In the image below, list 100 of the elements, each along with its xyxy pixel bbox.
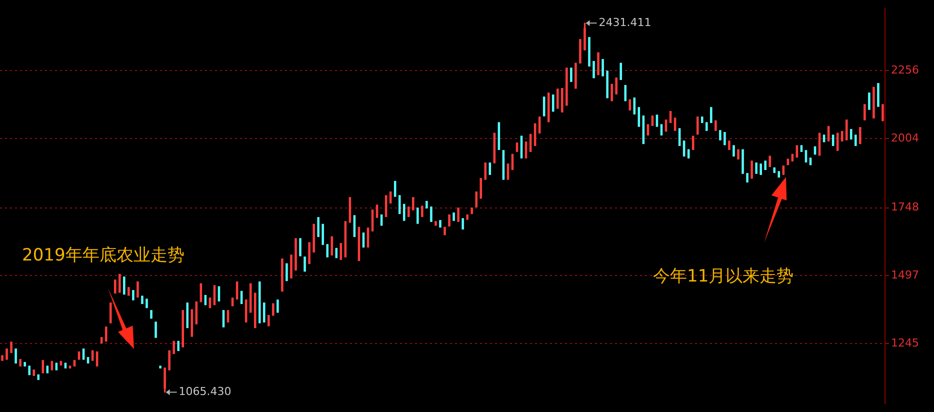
candlestick [597,52,600,76]
candlestick [444,226,446,236]
candlestick [236,281,238,300]
candlestick [872,86,875,118]
candlestick [154,322,157,338]
candlestick [136,281,139,298]
candlestick [804,150,808,162]
candlestick [42,360,44,374]
candlestick [60,360,62,366]
candlestick [32,370,35,376]
candlestick [809,158,812,166]
candlestick [822,134,826,142]
candlestick [376,204,378,218]
candlestick [520,136,523,158]
candlestick [104,326,108,342]
candlestick [73,360,76,366]
candlestick [737,149,740,160]
candlestick [96,351,98,366]
candlestick [579,39,582,64]
candlestick [348,197,352,223]
candlestick [439,220,442,228]
candlestick [430,206,432,222]
candlestick [146,298,148,308]
candlestick [290,254,292,278]
candlestick [86,357,90,364]
annotation: 1065.430 [178,385,232,398]
candlestick [19,359,22,366]
candlestick [493,132,496,164]
y-tick-label: 1245 [891,336,919,350]
candlestick [800,145,803,152]
candlestick [226,310,230,322]
candlestick [674,118,676,131]
candlestick [128,287,130,296]
candlestick [304,256,306,272]
candlestick [778,171,780,178]
candlestick [592,60,595,78]
candlestick [222,310,225,328]
candlestick [231,298,234,306]
candlestick [299,238,302,256]
candlestick [602,59,604,76]
candlestick [244,300,248,322]
candlestick [448,214,450,226]
candlestick [100,337,103,344]
candlestick [529,134,532,152]
candlestick [208,298,212,308]
candlestick [6,348,8,360]
candlestick [742,149,744,174]
y-tick-label: 1497 [891,268,919,282]
candlestick [506,164,510,180]
candlestick [782,166,785,175]
candlestick [706,122,708,131]
candlestick [502,150,505,180]
candlestick [832,134,834,146]
candlestick [286,263,288,282]
candlestick [294,238,297,271]
candlestick [335,248,338,258]
candlestick [660,124,663,136]
candlestick [380,214,383,226]
candlestick [678,128,681,146]
annotation: 2019年年底农业走势 [22,245,184,266]
candlestick [50,360,54,370]
candlestick [366,228,370,248]
candlestick [452,212,455,221]
candlestick [827,126,830,142]
candlestick [547,92,550,122]
candlestick [150,310,152,319]
annotation: 今年11月以来走势 [653,266,794,286]
candlestick [877,83,880,107]
candlestick [814,146,816,155]
candlestick [1,355,4,361]
candlestick [882,104,884,122]
candlestick [218,286,220,302]
candlestick [141,296,144,304]
candlestick [840,130,844,142]
candlestick [786,158,790,166]
candlestick [836,132,839,151]
candlestick [696,116,699,135]
y-tick-label: 1748 [891,200,919,214]
candlestick [818,132,821,156]
candlestick [516,142,518,152]
candlestick [638,107,640,127]
candlestick [64,362,67,368]
candlestick [358,226,360,262]
candlestick [796,145,798,158]
candlestick [682,140,686,156]
candlestick [340,243,342,260]
candlestick [68,366,72,368]
candlestick [434,221,437,226]
candlestick [791,154,794,162]
candlestick [371,210,374,232]
candlestick [91,350,94,361]
candlestick [746,173,748,182]
candlestick [344,221,347,258]
candlestick [646,124,650,136]
annotation: 2431.411 [598,16,652,29]
candlestick [195,301,198,324]
candlestick [10,342,12,353]
candlestick [728,140,730,150]
candlestick [55,362,58,370]
candlestick [78,351,80,360]
